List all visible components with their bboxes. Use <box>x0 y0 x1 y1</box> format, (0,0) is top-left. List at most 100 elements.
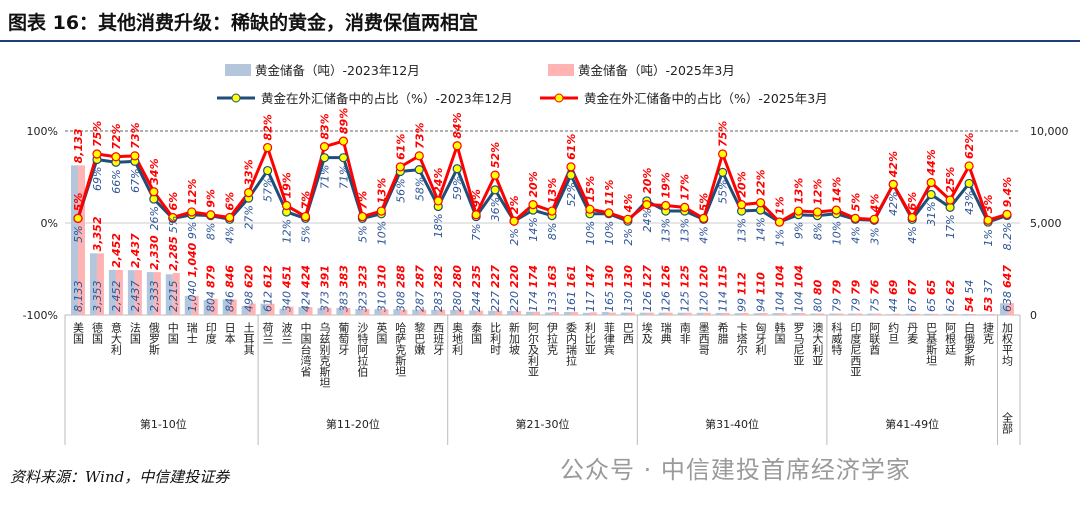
pct-label-2025: 82% <box>262 114 275 140</box>
legend-swatch <box>225 64 251 76</box>
right-axis-tick: 5,000 <box>1030 217 1062 230</box>
bar-label-2023: 165 <box>603 291 616 312</box>
pct-label-2025: 19% <box>281 172 294 198</box>
pct-label-2023: 7% <box>470 224 483 241</box>
category-label: 奥地利 <box>451 321 464 355</box>
bar-label-2025: 612 <box>262 265 275 288</box>
bar-2025 <box>665 312 673 315</box>
bar-label-2025: 2,437 <box>129 233 142 268</box>
bar-2023 <box>146 272 154 315</box>
marker-2025 <box>907 212 917 223</box>
bar-2023 <box>507 310 515 315</box>
bar-2025 <box>608 312 616 315</box>
marker-2025 <box>774 217 785 227</box>
category-label: 丹麦 <box>906 322 919 345</box>
bar-label-2023: 804 <box>205 291 218 312</box>
category-label: 瑞士 <box>185 321 198 344</box>
pct-label-2023: 4% <box>906 226 919 243</box>
pct-label-2025: 33% <box>243 159 256 185</box>
bar-label-2025: 67 <box>906 279 919 295</box>
bar-label-2025: 282 <box>432 265 445 288</box>
bar-2023 <box>317 308 325 315</box>
bar-label-2025: 287 <box>413 265 426 288</box>
marker-2025 <box>642 200 652 210</box>
pct-label-2025: 73% <box>129 122 142 148</box>
bar-2023 <box>279 308 287 315</box>
bar-2025 <box>343 307 351 315</box>
source-note: 资料来源：Wind，中信建投证券 <box>10 468 230 486</box>
category-label: 美国 <box>72 322 85 345</box>
pct-label-2023: 10% <box>603 221 616 245</box>
bar-2023 <box>336 307 344 315</box>
marker-2025 <box>395 162 405 172</box>
bar-2025 <box>836 313 844 315</box>
bar-label-2023: 75 <box>868 298 881 312</box>
bar-2025 <box>229 299 237 315</box>
marker-2025 <box>244 188 254 198</box>
pct-label-2025: 75% <box>91 121 104 147</box>
category-label: 意大利 <box>109 321 122 355</box>
bar-label-2025: 846 <box>224 265 237 288</box>
bar-label-2025: 879 <box>205 265 218 288</box>
bar-label-2025: 451 <box>281 265 294 289</box>
bar-2023 <box>222 299 230 315</box>
pct-label-2025: 6% <box>167 192 180 211</box>
bar-2023 <box>203 300 211 315</box>
pct-label-2023: 36% <box>489 197 502 221</box>
pct-label-2025: 24% <box>432 168 445 194</box>
bar-label-2023: 2,437 <box>129 281 142 313</box>
pct-label-2025: 7% <box>300 191 313 210</box>
bar-label-2023: 44 <box>887 298 900 312</box>
category-label: 希腊 <box>716 321 729 345</box>
pct-label-2025: 3% <box>982 195 995 214</box>
bar-label-2025: 1,040 <box>186 242 199 277</box>
group-label: 第1-10位 <box>140 417 187 431</box>
marker-2025 <box>699 213 709 223</box>
bar-2023 <box>639 312 647 315</box>
marker-2025 <box>225 212 235 223</box>
group-label: 第11-20位 <box>326 417 380 431</box>
pct-label-2023: 18% <box>432 213 445 237</box>
bar-label-2025: 130 <box>603 265 616 288</box>
watermark: 公众号 · 中信建投首席经济学家 <box>560 456 911 484</box>
pct-label-2023: 8.2% <box>1001 222 1014 250</box>
bar-label-2023: 99 <box>736 298 749 312</box>
marker-2025 <box>983 215 993 225</box>
marker-2025 <box>793 206 804 216</box>
pct-label-2023: 42% <box>887 191 900 215</box>
bar-2023 <box>981 314 989 315</box>
bar-label-2025: 130 <box>622 265 635 288</box>
bar-label-2023: 373 <box>318 291 331 312</box>
bar-2023 <box>393 309 401 315</box>
pct-label-2023: 26% <box>148 206 161 230</box>
pct-label-2023: 10% <box>584 221 597 245</box>
bar-2023 <box>412 309 420 315</box>
category-label: 阿根廷 <box>944 322 957 356</box>
marker-2025 <box>850 213 860 223</box>
bar-2025 <box>419 309 427 315</box>
bar-label-2023: 498 <box>243 291 256 312</box>
pct-label-2023: 8% <box>205 223 218 240</box>
bar-2025 <box>191 295 199 315</box>
marker-2025 <box>490 170 500 180</box>
bar-2023 <box>89 253 97 315</box>
category-label: 乌兹别克斯坦 <box>318 321 331 388</box>
bar-label-2025: 110 <box>755 272 768 295</box>
marker-2023 <box>964 178 974 189</box>
bar-2025 <box>514 310 522 315</box>
bar-2025 <box>551 312 559 315</box>
bar-label-2025: 76 <box>868 279 881 295</box>
bar-label-2023: 8,133 <box>72 281 85 313</box>
bar-label-2025: 147 <box>584 265 597 288</box>
bar-2025 <box>267 303 275 315</box>
bar-2023 <box>526 311 534 315</box>
bar-label-2025: 235 <box>470 265 483 288</box>
pct-label-2023: 2% <box>622 228 635 245</box>
bar-label-2023: 126 <box>660 291 673 312</box>
bar-label-2023: 130 <box>622 291 635 312</box>
bar-label-2025: 220 <box>508 265 521 288</box>
bar-2023 <box>715 312 723 315</box>
bar-label-2023: 94 <box>755 298 768 312</box>
bar-label-2023: 114 <box>717 291 730 312</box>
bar-label-2023: 2,215 <box>167 281 180 313</box>
